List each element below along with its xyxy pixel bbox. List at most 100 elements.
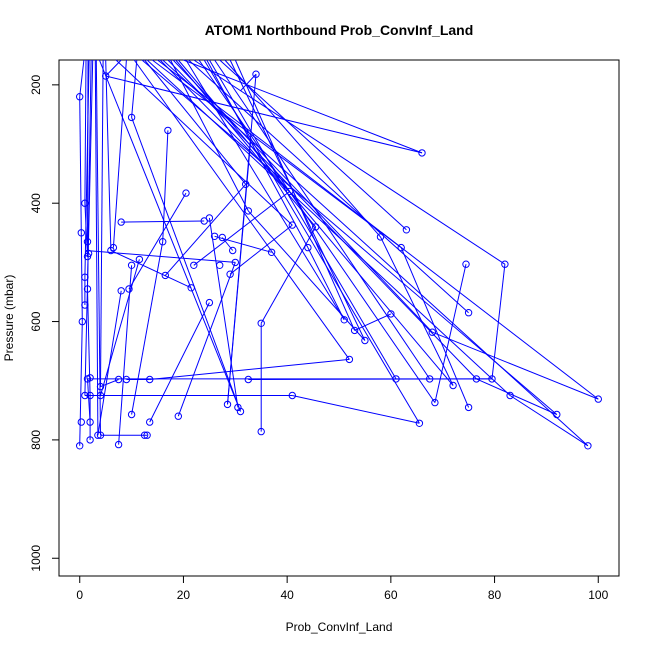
series-segment [149,358,350,380]
series-segment [105,75,423,154]
series-segment [188,59,469,314]
data-point [594,395,602,403]
data-point [190,261,198,269]
data-point [146,375,154,384]
data-point [584,442,592,450]
data-point [397,243,405,252]
series-segment [432,331,599,400]
x-axis-label: Prob_ConvInf_Land [286,620,393,634]
series-segment [97,290,122,436]
x-axis: 0 20 40 60 80 100 [76,575,609,602]
data-point [236,407,245,416]
data-point [102,72,110,80]
data-point [143,431,151,439]
data-point [161,271,170,280]
series-segment [491,264,506,379]
y-tick-label: 200 [29,75,43,95]
data-point [244,375,253,384]
data-point [428,328,436,336]
data-point [96,382,105,391]
series-segment [95,59,101,436]
series-segment [170,59,249,212]
data-point [462,260,470,268]
data-point [312,223,320,231]
chart-title: ATOM1 Northbound Prob_ConvInf_Land [205,22,474,38]
series-segment [157,59,599,400]
data-point [83,252,92,261]
x-tick-label: 80 [488,588,502,602]
data-point [182,189,190,197]
y-tick-label: 400 [29,193,43,213]
series-segment [193,191,291,266]
series-segment [100,259,140,396]
x-tick-label: 0 [76,588,83,602]
series-segment [79,321,83,446]
data-point [288,391,296,400]
data-point [114,440,123,449]
series-segment [221,237,234,251]
plot-frame [58,59,620,577]
series-segment [476,378,558,415]
series-segment [234,59,356,331]
series-segment [115,59,293,226]
data-point [117,287,125,295]
series-segment [118,265,133,445]
data-point [94,431,102,439]
data-point [340,316,348,324]
data-point [376,233,385,241]
data-point [146,418,154,426]
data-point [86,436,94,444]
x-tick-label: 20 [177,588,191,602]
data-point [218,233,227,242]
data-point [86,418,94,426]
series-segment [206,59,309,248]
data-point [286,187,294,196]
data-point [96,431,105,439]
series-segment [162,59,589,447]
data-point [174,412,183,420]
series-segment [133,59,350,360]
data-point [350,326,359,335]
data-point [86,391,94,400]
data-point [387,310,395,318]
y-axis: 200 400 600 800 1000 [29,75,60,572]
series-segment [185,59,345,321]
y-tick-label: 800 [29,430,43,450]
data-point [96,391,105,400]
series-segment [159,59,291,192]
series-segment [400,247,470,408]
data-point [135,255,144,264]
series-segment [84,59,87,204]
series-segment [110,250,192,289]
x-tick-label: 40 [280,588,294,602]
data-point [361,336,369,345]
data-point [83,285,92,293]
data-point [76,93,84,101]
data-point [402,226,411,234]
data-point [122,375,131,384]
data-point [418,149,426,157]
data-point [127,261,136,269]
series-segment [208,217,239,408]
series-segment [354,313,392,331]
series-segment [509,395,589,447]
series-segment [380,236,454,386]
data-point [553,410,561,419]
data-point [464,309,473,317]
series-segment [144,59,247,185]
series-segment [177,59,454,386]
data-point [114,375,123,384]
series-segment [105,59,112,251]
data-point [210,232,219,241]
series-segment [193,59,506,265]
data-point [252,70,260,78]
series-segment [208,59,397,380]
data-point [267,248,276,257]
series-segment [434,264,467,403]
data-point [392,375,400,383]
data-point [431,398,439,407]
series-segment [172,59,433,333]
data-point [81,301,89,309]
data-point [81,199,89,207]
data-point [76,442,84,450]
